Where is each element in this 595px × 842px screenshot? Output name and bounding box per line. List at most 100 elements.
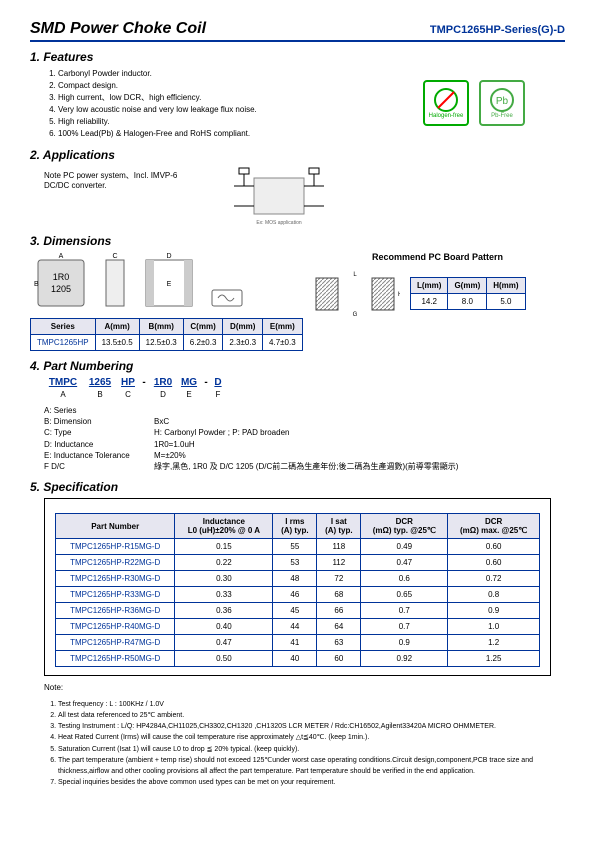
dim-td: 12.5±0.3: [139, 335, 183, 351]
spec-td: TMPC1265HP-R15MG-D: [56, 539, 175, 555]
part-label: A: [44, 390, 82, 399]
pcb-th: L(mm): [411, 277, 448, 293]
spec-td: 68: [317, 587, 361, 603]
spec-td: 0.65: [361, 587, 448, 603]
part-segment: HP: [118, 377, 138, 388]
part-desc-key: A: Series: [44, 405, 154, 416]
part-label: F: [212, 390, 224, 399]
part-desc-val: M=±20%: [154, 450, 186, 461]
spec-td: 40: [273, 651, 317, 667]
note-item: Test frequency : L : 100KHz / 1.0V: [58, 699, 565, 710]
part-segment: D: [212, 377, 224, 388]
part-number-row: TMPC1265HP-1R0MG-D: [44, 377, 565, 388]
spec-td: 0.30: [175, 571, 273, 587]
pcb-td: 14.2: [411, 293, 448, 309]
svg-text:L: L: [353, 272, 357, 278]
spec-row: TMPC1265HP-R33MG-D0.3346680.650.8: [56, 587, 540, 603]
spec-th: I rms(A) typ.: [273, 514, 317, 539]
spec-td: 0.15: [175, 539, 273, 555]
spec-td: 41: [273, 635, 317, 651]
note-item: The part temperature (ambient + temp ris…: [58, 755, 565, 777]
notes-heading: Note:: [44, 682, 565, 695]
pcb-td: 5.0: [487, 293, 525, 309]
pb-label: Pb-Free: [491, 113, 513, 119]
part-label: [140, 390, 148, 399]
spec-td: 118: [317, 539, 361, 555]
part-segment: 1R0: [150, 377, 176, 388]
spec-row: TMPC1265HP-R30MG-D0.3048720.60.72: [56, 571, 540, 587]
part-label: [202, 390, 210, 399]
spec-td: 53: [273, 555, 317, 571]
spec-td: 0.60: [448, 539, 540, 555]
svg-text:1R0: 1R0: [53, 272, 70, 282]
dim-td: 4.7±0.3: [263, 335, 303, 351]
spec-row: TMPC1265HP-R15MG-D0.15551180.490.60: [56, 539, 540, 555]
spec-td: 0.8: [448, 587, 540, 603]
part-desc-row: D: Inductance1R0=1.0uH: [44, 439, 565, 450]
spec-th: DCR(mΩ) typ. @25℃: [361, 514, 448, 539]
part-label: E: [178, 390, 200, 399]
spec-row: TMPC1265HP-R40MG-D0.4044640.71.0: [56, 619, 540, 635]
spec-td: 66: [317, 603, 361, 619]
spec-td: TMPC1265HP-R50MG-D: [56, 651, 175, 667]
part-desc-val: 綠字,黑色, 1R0 及 D/C 1205 (D/C前二碼為生產年份;後二碼為生…: [154, 461, 458, 472]
spec-heading: 5. Specification: [30, 480, 565, 494]
spec-td: 0.50: [175, 651, 273, 667]
applications-note: Note PC power system、Incl. IMVP-6 DC/DC …: [44, 170, 204, 190]
part-desc-row: E: Inductance ToleranceM=±20%: [44, 450, 565, 461]
dim-td: 13.5±0.5: [95, 335, 139, 351]
spec-td: 0.49: [361, 539, 448, 555]
page-title: SMD Power Choke Coil: [30, 20, 206, 38]
spec-td: 1.25: [448, 651, 540, 667]
part-desc-key: F D/C: [44, 461, 154, 472]
spec-box: Part NumberInductanceL0 (uH)±20% @ 0 AI …: [44, 498, 551, 676]
spec-th: InductanceL0 (uH)±20% @ 0 A: [175, 514, 273, 539]
spec-td: TMPC1265HP-R30MG-D: [56, 571, 175, 587]
part-desc-val: BxC: [154, 416, 169, 427]
badges: Halogen-free Pb Pb-Free: [423, 80, 525, 126]
svg-text:B: B: [34, 281, 39, 288]
partnum-heading: 4. Part Numbering: [30, 359, 565, 373]
svg-text:G: G: [353, 312, 358, 318]
feature-item: 100% Lead(Pb) & Halogen-Free and RoHS co…: [58, 128, 565, 140]
dim-th: D(mm): [223, 319, 263, 335]
svg-text:Ex: MOS application: Ex: MOS application: [256, 220, 302, 226]
spec-td: 0.40: [175, 619, 273, 635]
spec-td: 0.7: [361, 619, 448, 635]
title-row: SMD Power Choke Coil TMPC1265HP-Series(G…: [30, 20, 565, 42]
dimensions-table: SeriesA(mm)B(mm)C(mm)D(mm)E(mm) TMPC1265…: [30, 318, 303, 351]
spec-td: 0.92: [361, 651, 448, 667]
part-label-row: ABC DE F: [44, 390, 565, 399]
part-desc-val: 1R0=1.0uH: [154, 439, 195, 450]
dim-th: E(mm): [263, 319, 303, 335]
spec-td: 63: [317, 635, 361, 651]
part-label: D: [150, 390, 176, 399]
note-item: Saturation Current (Isat 1) will cause L…: [58, 744, 565, 755]
spec-td: 0.47: [175, 635, 273, 651]
note-item: Testing Instrument : L/Q: HP4284A,CH1102…: [58, 721, 565, 732]
note-item: Special inquiries besides the above comm…: [58, 777, 565, 788]
pcb-td: 8.0: [448, 293, 487, 309]
pcb-th: H(mm): [487, 277, 525, 293]
hf-label: Halogen-free: [429, 113, 464, 119]
spec-td: 0.7: [361, 603, 448, 619]
part-desc-key: E: Inductance Tolerance: [44, 450, 154, 461]
dimension-drawings: 1R01205AB C DE: [30, 252, 280, 314]
part-label: B: [84, 390, 116, 399]
halogen-free-icon: Halogen-free: [423, 80, 469, 126]
spec-td: 0.9: [361, 635, 448, 651]
part-desc: A: SeriesB: DimensionBxCC: TypeH: Carbon…: [44, 405, 565, 472]
part-label: C: [118, 390, 138, 399]
part-desc-row: F D/C綠字,黑色, 1R0 及 D/C 1205 (D/C前二碼為生產年份;…: [44, 461, 565, 472]
spec-td: 0.6: [361, 571, 448, 587]
svg-text:D: D: [166, 253, 171, 260]
spec-td: 64: [317, 619, 361, 635]
part-desc-row: B: DimensionBxC: [44, 416, 565, 427]
spec-td: 46: [273, 587, 317, 603]
spec-row: TMPC1265HP-R36MG-D0.3645660.70.9: [56, 603, 540, 619]
spec-td: TMPC1265HP-R33MG-D: [56, 587, 175, 603]
note-item: All test data referenced to 25℃ ambient.: [58, 710, 565, 721]
pcb-table: L(mm)G(mm)H(mm) 14.28.05.0: [410, 277, 526, 310]
spec-td: TMPC1265HP-R36MG-D: [56, 603, 175, 619]
feature-item: Carbonyl Powder inductor.: [58, 68, 565, 80]
